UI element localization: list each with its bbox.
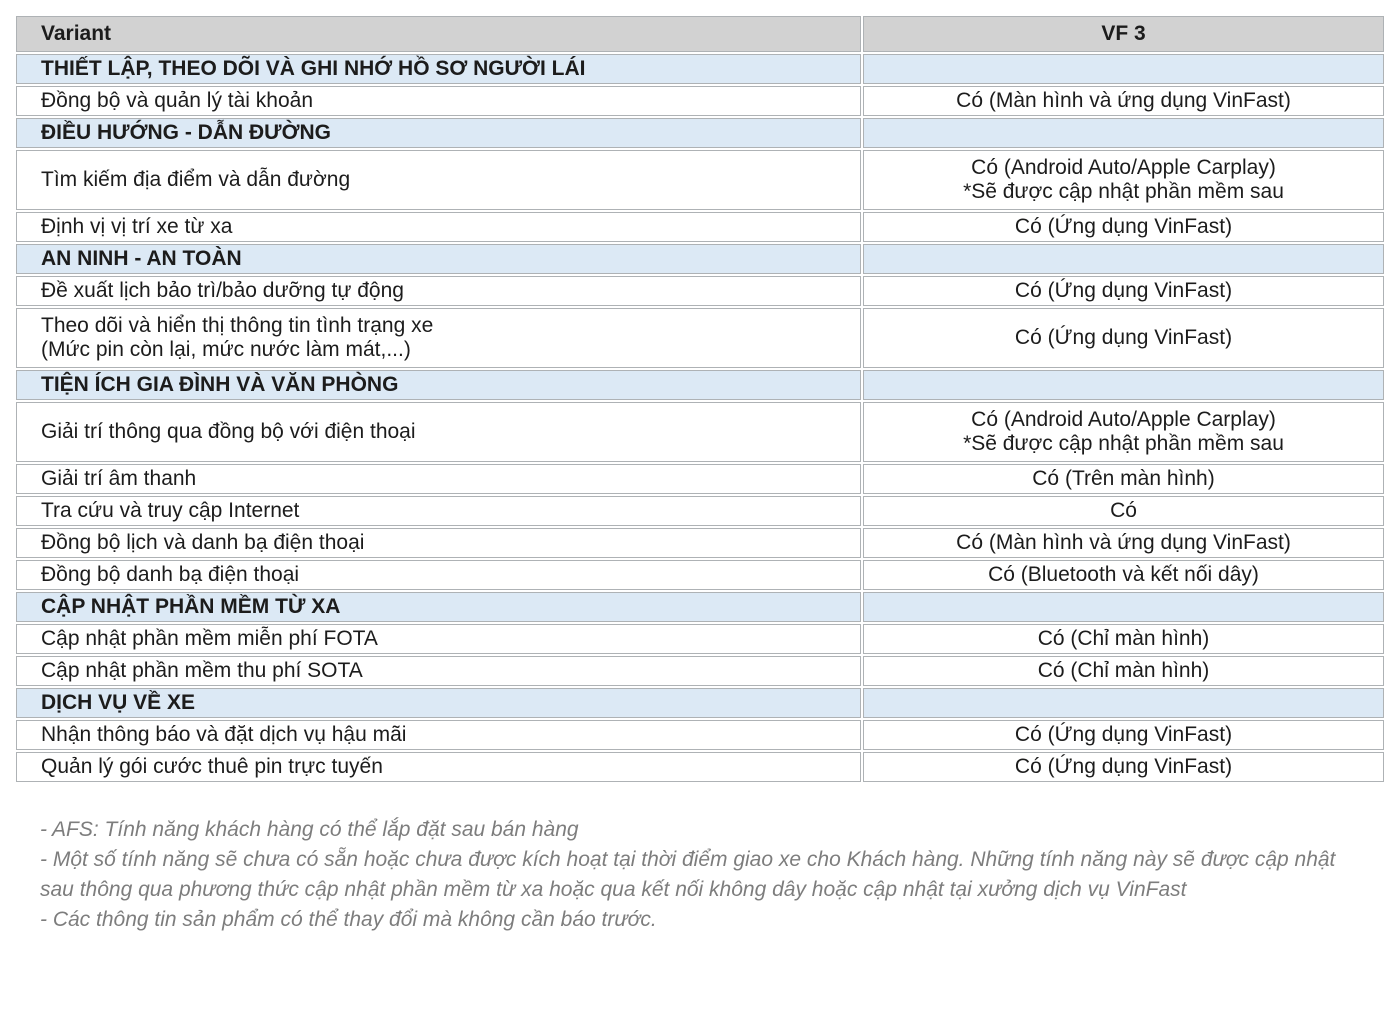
footnote-availability: - Một số tính năng sẽ chưa có sẵn hoặc c… — [40, 848, 1336, 902]
feature-label-cell: Cập nhật phần mềm thu phí SOTA — [16, 656, 861, 686]
feature-value-cell: Có (Màn hình và ứng dụng VinFast) — [863, 528, 1384, 558]
footnote-disclaimer: - Các thông tin sản phẩm có thể thay đổi… — [40, 908, 657, 932]
table-row: CẬP NHẬT PHẦN MỀM TỪ XA — [16, 592, 1384, 622]
table-row: Tra cứu và truy cập Internet Có — [16, 496, 1384, 526]
spec-table-body: THIẾT LẬP, THEO DÕI VÀ GHI NHỚ HỒ SƠ NGƯ… — [16, 54, 1384, 782]
table-row: AN NINH - AN TOÀN — [16, 244, 1384, 274]
feature-value-cell: Có (Ứng dụng VinFast) — [863, 720, 1384, 750]
section-header-empty-cell — [863, 370, 1384, 400]
feature-value-cell: Có (Ứng dụng VinFast) — [863, 752, 1384, 782]
feature-value-cell: Có — [863, 496, 1384, 526]
table-row: Đồng bộ và quản lý tài khoản Có (Màn hình… — [16, 86, 1384, 116]
table-row: Nhận thông báo và đặt dịch vụ hậu mãi Có … — [16, 720, 1384, 750]
feature-label-cell: Cập nhật phần mềm miễn phí FOTA — [16, 624, 861, 654]
feature-label-cell: Giải trí âm thanh — [16, 464, 861, 494]
feature-label-cell: Đồng bộ và quản lý tài khoản — [16, 86, 861, 116]
table-row: Đồng bộ lịch và danh bạ điện thoại Có (Mà… — [16, 528, 1384, 558]
column-header-vf3: VF 3 — [863, 16, 1384, 52]
feature-label-cell: Đồng bộ lịch và danh bạ điện thoại — [16, 528, 861, 558]
feature-value-cell: Có (Ứng dụng VinFast) — [863, 308, 1384, 368]
section-header-cell: TIỆN ÍCH GIA ĐÌNH VÀ VĂN PHÒNG — [16, 370, 861, 400]
table-row: Cập nhật phần mềm thu phí SOTA Có (Chỉ mà… — [16, 656, 1384, 686]
spec-table: Variant VF 3 THIẾT LẬP, THEO DÕI VÀ GHI … — [14, 14, 1386, 784]
feature-label-cell: Tìm kiếm địa điểm và dẫn đường — [16, 150, 861, 210]
column-header-variant: Variant — [16, 16, 861, 52]
feature-value-cell: Có (Trên màn hình) — [863, 464, 1384, 494]
feature-label-cell: Đề xuất lịch bảo trì/bảo dưỡng tự động — [16, 276, 861, 306]
section-header-cell: ĐIỀU HƯỚNG - DẪN ĐƯỜNG — [16, 118, 861, 148]
feature-value-cell: Có (Ứng dụng VinFast) — [863, 276, 1384, 306]
footnotes: - AFS: Tính năng khách hàng có thể lắp đ… — [14, 815, 1386, 935]
section-header-cell: AN NINH - AN TOÀN — [16, 244, 861, 274]
table-header-row: Variant VF 3 — [16, 16, 1384, 52]
feature-label-cell: Định vị vị trí xe từ xa — [16, 212, 861, 242]
table-row: Đề xuất lịch bảo trì/bảo dưỡng tự động Có… — [16, 276, 1384, 306]
table-row: Theo dõi và hiển thị thông tin tình trạn… — [16, 308, 1384, 368]
footnote-afs: - AFS: Tính năng khách hàng có thể lắp đ… — [40, 818, 579, 841]
section-header-cell: CẬP NHẬT PHẦN MỀM TỪ XA — [16, 592, 861, 622]
section-header-empty-cell — [863, 688, 1384, 718]
feature-label-cell: Đồng bộ danh bạ điện thoại — [16, 560, 861, 590]
section-header-empty-cell — [863, 244, 1384, 274]
table-row: TIỆN ÍCH GIA ĐÌNH VÀ VĂN PHÒNG — [16, 370, 1384, 400]
table-row: Quản lý gói cước thuê pin trực tuyến Có (… — [16, 752, 1384, 782]
feature-value-cell: Có (Chỉ màn hình) — [863, 656, 1384, 686]
feature-label-cell: Nhận thông báo và đặt dịch vụ hậu mãi — [16, 720, 861, 750]
feature-value-cell: Có (Chỉ màn hình) — [863, 624, 1384, 654]
feature-value-cell: Có (Android Auto/Apple Carplay) *Sẽ được… — [863, 150, 1384, 210]
feature-value-cell: Có (Màn hình và ứng dụng VinFast) — [863, 86, 1384, 116]
table-row: ĐIỀU HƯỚNG - DẪN ĐƯỜNG — [16, 118, 1384, 148]
feature-value-cell: Có (Ứng dụng VinFast) — [863, 212, 1384, 242]
feature-value-cell: Có (Android Auto/Apple Carplay) *Sẽ được… — [863, 402, 1384, 462]
table-row: Giải trí thông qua đồng bộ với điện thoạ… — [16, 402, 1384, 462]
section-header-empty-cell — [863, 54, 1384, 84]
table-row: Cập nhật phần mềm miễn phí FOTA Có (Chỉ m… — [16, 624, 1384, 654]
feature-value-cell: Có (Bluetooth và kết nối dây) — [863, 560, 1384, 590]
table-row: THIẾT LẬP, THEO DÕI VÀ GHI NHỚ HỒ SƠ NGƯ… — [16, 54, 1384, 84]
table-row: Tìm kiếm địa điểm và dẫn đường Có (Androi… — [16, 150, 1384, 210]
table-row: Định vị vị trí xe từ xa Có (Ứng dụng VinF… — [16, 212, 1384, 242]
section-header-cell: DỊCH VỤ VỀ XE — [16, 688, 861, 718]
section-header-empty-cell — [863, 592, 1384, 622]
table-row: Giải trí âm thanh Có (Trên màn hình) — [16, 464, 1384, 494]
feature-label-cell: Giải trí thông qua đồng bộ với điện thoạ… — [16, 402, 861, 462]
section-header-empty-cell — [863, 118, 1384, 148]
feature-label-cell: Quản lý gói cước thuê pin trực tuyến — [16, 752, 861, 782]
feature-label-cell: Theo dõi và hiển thị thông tin tình trạn… — [16, 308, 861, 368]
section-header-cell: THIẾT LẬP, THEO DÕI VÀ GHI NHỚ HỒ SƠ NGƯ… — [16, 54, 861, 84]
page: Variant VF 3 THIẾT LẬP, THEO DÕI VÀ GHI … — [14, 14, 1386, 935]
feature-label-cell: Tra cứu và truy cập Internet — [16, 496, 861, 526]
table-row: DỊCH VỤ VỀ XE — [16, 688, 1384, 718]
table-row: Đồng bộ danh bạ điện thoại Có (Bluetooth … — [16, 560, 1384, 590]
